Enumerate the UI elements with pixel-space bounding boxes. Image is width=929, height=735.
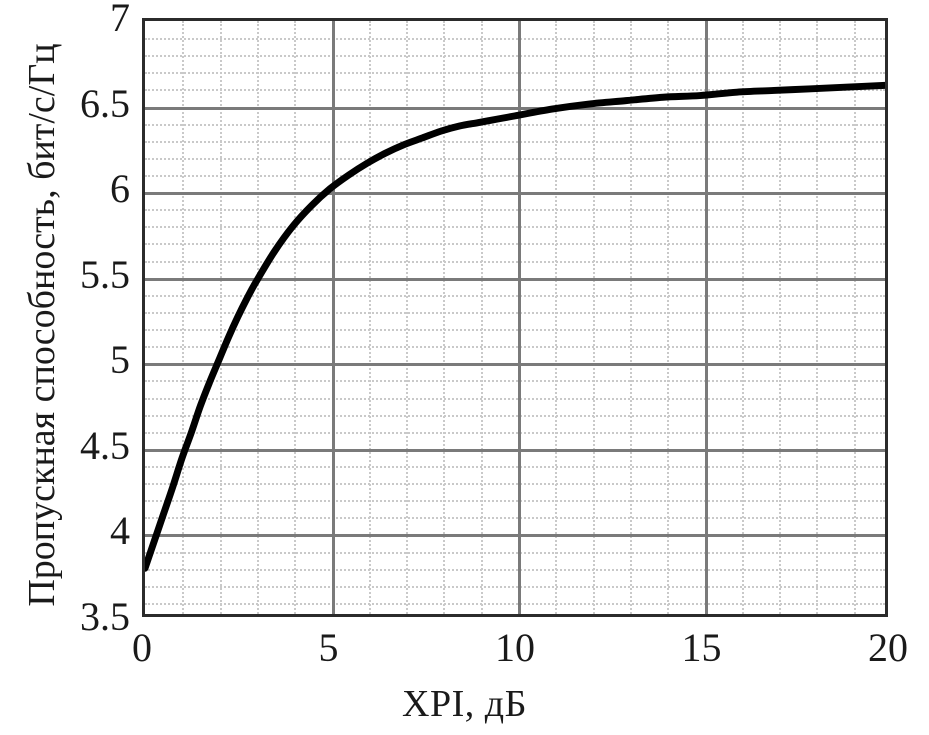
y-tick-label: 4	[110, 508, 130, 554]
x-axis-tick-labels: 0 5 10 15 20	[0, 628, 929, 688]
y-tick-label: 5	[110, 337, 130, 383]
data-series-curve	[145, 81, 885, 572]
y-tick-label: 6	[110, 166, 130, 212]
y-tick-label: 7	[110, 0, 130, 40]
y-axis-title: Пропускная способность, бит/с/Гц	[21, 43, 63, 607]
capacity-curve-path	[145, 81, 885, 572]
x-axis-title: XPI, дБ	[402, 683, 527, 725]
y-tick-label: 3.5	[80, 594, 130, 639]
y-axis-tick-labels: 3.5 4 4.5 5 5.5 6 6.5 7	[0, 0, 130, 735]
x-tick-label: 10	[495, 625, 535, 670]
y-tick-label: 4.5	[80, 422, 130, 468]
x-tick-label: 0	[132, 625, 152, 670]
y-tick-label: 6.5	[80, 80, 130, 126]
x-tick-label: 20	[868, 625, 908, 670]
x-tick-label: 15	[681, 625, 722, 670]
y-tick-label: 5.5	[80, 251, 130, 297]
y-axis-title-wrapper: Пропускная способность, бит/с/Гц	[21, 5, 73, 645]
plot-area	[142, 18, 888, 617]
x-tick-label: 5	[318, 625, 339, 670]
